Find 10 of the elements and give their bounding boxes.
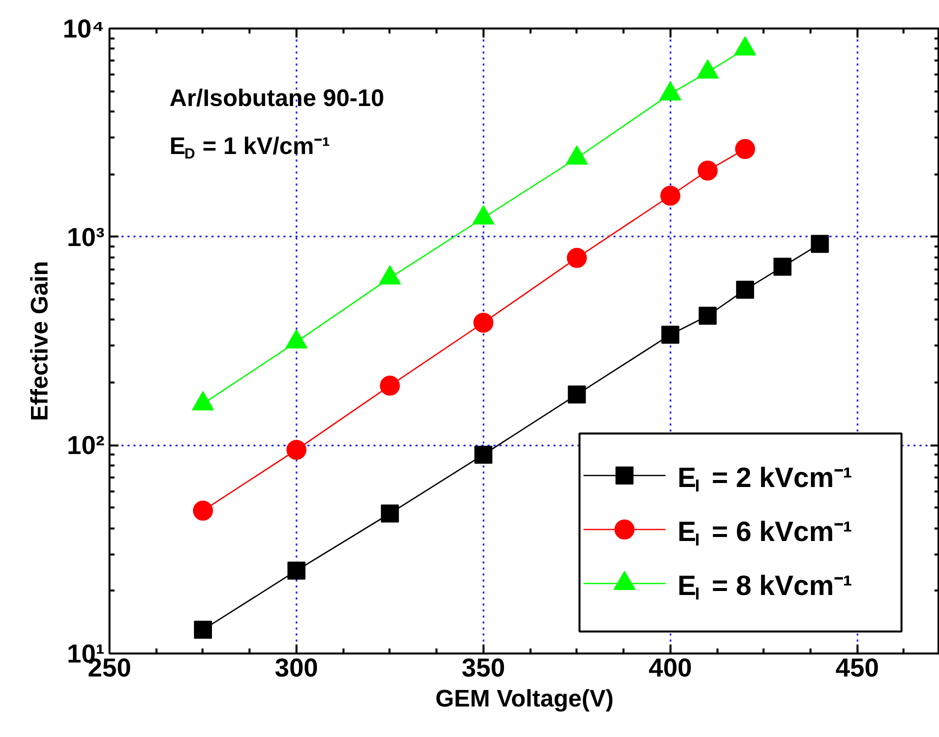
annotation: Ar/Isobutane 90-10 (170, 85, 384, 112)
x-tick-label: 400 (648, 652, 692, 682)
x-tick-label: 450 (836, 652, 879, 682)
x-tick-label: 350 (462, 652, 506, 682)
y-axis-title: Effective Gain (26, 260, 54, 422)
y-tick-label: 10³ (66, 222, 105, 252)
y-tick-label: 10⁴ (62, 14, 104, 44)
x-axis-title: GEM Voltage(V) (435, 686, 614, 712)
x-tick-label: 300 (274, 652, 318, 682)
y-tick-label: 10² (66, 430, 105, 460)
